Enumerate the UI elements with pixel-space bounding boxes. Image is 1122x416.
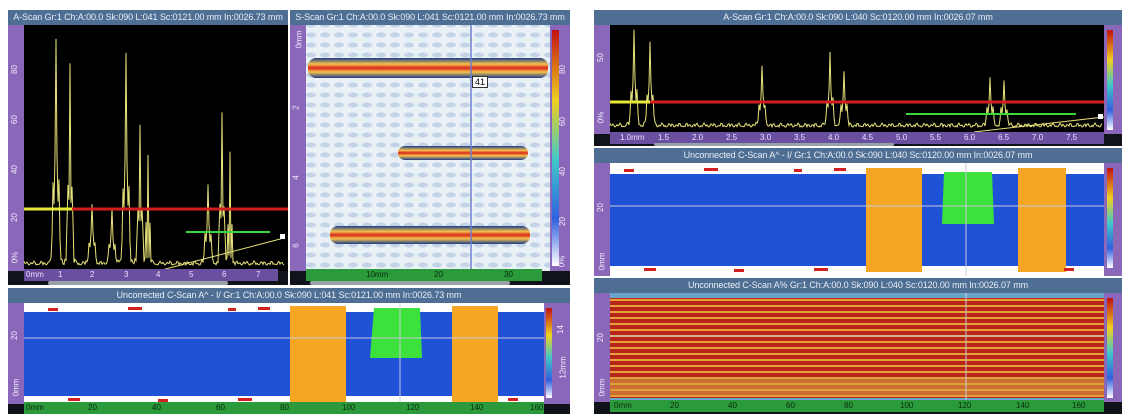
right-ascan-depth-ruler: 1.0mm 1.5 2.0 2.5 3.0 3.5 4.0 4.5 5.0 5.… bbox=[610, 132, 1104, 144]
amp-tick: 20 bbox=[557, 217, 567, 226]
scan-tick: 140 bbox=[1016, 401, 1030, 410]
depth-tick: 3 bbox=[124, 270, 129, 279]
left-ascan-amp-ruler: 80 60 40 20 0% bbox=[8, 25, 24, 271]
scan-tick: 80 bbox=[844, 401, 853, 410]
amp-tick: 40 bbox=[557, 167, 567, 176]
right-cscan1-title: Unconnected C-Scan A^ - I/ Gr:1 Ch:A:00.… bbox=[594, 148, 1122, 163]
left-sscan-depth-ruler: 0mm 2 4 6 bbox=[290, 25, 306, 271]
scan-tick: 160 bbox=[530, 403, 544, 412]
tcg-curve bbox=[973, 116, 1105, 133]
scan-tick: 120 bbox=[958, 401, 972, 410]
left-ascan-panel[interactable]: A-Scan Gr:1 Ch:A:00.0 Sk:090 L:041 Sc:01… bbox=[8, 10, 288, 285]
left-cscan-right-ruler: 14 12mm bbox=[554, 303, 570, 404]
depth-tick: 2.5 bbox=[726, 133, 738, 142]
depth-tick: 6.0 bbox=[964, 133, 976, 142]
sscan-echo bbox=[330, 226, 530, 244]
depth-tick: 4.0 bbox=[828, 133, 840, 142]
index-tick: 12mm bbox=[558, 356, 568, 379]
left-sscan-title: S-Scan Gr:1 Ch:A:00.0 Sk:090 L:041 Sc:01… bbox=[290, 10, 570, 25]
sscan-echo bbox=[398, 146, 528, 160]
right-cscan1-image bbox=[610, 163, 1122, 276]
depth-tick: 5.0 bbox=[896, 133, 908, 142]
right-cscan1-index-ruler: 20 0mm bbox=[594, 163, 610, 276]
depth-tick: 6 bbox=[222, 270, 227, 279]
scan-tick: 140 bbox=[470, 403, 484, 412]
depth-tick: 1.0mm bbox=[620, 133, 645, 142]
scan-tick: 160 bbox=[1072, 401, 1086, 410]
scan-tick: 0mm bbox=[26, 403, 44, 412]
left-sscan-amp-ruler: 80 60 40 20 0% bbox=[557, 25, 570, 271]
depth-tick: 6.5 bbox=[998, 133, 1010, 142]
scan-tick: 60 bbox=[786, 401, 795, 410]
amp-tick: 0% bbox=[557, 255, 567, 268]
left-cscan-index-ruler: 20 0mm bbox=[8, 303, 24, 404]
scan-tick: 30 bbox=[504, 270, 513, 279]
right-cscan2-index-ruler: 20 0mm bbox=[594, 293, 610, 402]
scan-tick: 20 bbox=[670, 401, 679, 410]
left-sscan-image bbox=[306, 25, 570, 271]
sscan-cursor-value: 41 bbox=[472, 76, 489, 88]
depth-tick: 3.5 bbox=[794, 133, 806, 142]
scan-tick: 20 bbox=[88, 403, 97, 412]
left-cscan-image bbox=[24, 303, 570, 404]
scan-tick: 100 bbox=[342, 403, 356, 412]
scan-tick: 40 bbox=[152, 403, 161, 412]
scan-tick: 100 bbox=[900, 401, 914, 410]
right-cscan2-image bbox=[610, 293, 1122, 402]
scan-tick: 80 bbox=[280, 403, 289, 412]
left-sscan-panel[interactable]: S-Scan Gr:1 Ch:A:00.0 Sk:090 L:041 Sc:01… bbox=[290, 10, 570, 285]
scan-tick: 60 bbox=[216, 403, 225, 412]
depth-tick: 1 bbox=[58, 270, 63, 279]
depth-tick: 3.0 bbox=[760, 133, 772, 142]
scan-tick: 20 bbox=[434, 270, 443, 279]
right-ascan-title: A-Scan Gr:1 Ch:A:00.0 Sk:090 L:040 Sc:01… bbox=[594, 10, 1122, 25]
index-tick: 14 bbox=[555, 325, 565, 334]
right-ascan-panel[interactable]: A-Scan Gr:1 Ch:A:00.0 Sk:090 L:040 Sc:01… bbox=[594, 10, 1122, 146]
depth-tick: 1.5 bbox=[658, 133, 670, 142]
left-ascan-title: A-Scan Gr:1 Ch:A:00.0 Sk:090 L:041 Sc:01… bbox=[8, 10, 288, 25]
right-cscan2-panel[interactable]: Unconnected C-Scan A% Gr:1 Ch:A:00.0 Sk:… bbox=[594, 278, 1122, 414]
right-ascan-plot bbox=[609, 25, 1122, 134]
right-ascan-amp-ruler: 50 0% bbox=[594, 25, 610, 134]
left-sscan-scrollbar[interactable] bbox=[310, 281, 510, 285]
amp-tick: 80 bbox=[557, 65, 567, 74]
depth-tick: 5 bbox=[189, 270, 194, 279]
depth-tick: 4 bbox=[156, 270, 161, 279]
left-cscan-scan-ruler: 0mm 20 40 60 80 100 120 140 160 bbox=[24, 402, 544, 414]
tcg-curve bbox=[157, 237, 285, 272]
depth-tick: 2 bbox=[90, 270, 95, 279]
depth-tick: 7 bbox=[256, 270, 261, 279]
right-cscan1-panel[interactable]: Unconnected C-Scan A^ - I/ Gr:1 Ch:A:00.… bbox=[594, 148, 1122, 276]
left-ascan-scrollbar[interactable] bbox=[48, 281, 228, 285]
scan-tick: 40 bbox=[728, 401, 737, 410]
depth-tick: 7.5 bbox=[1066, 133, 1078, 142]
left-sscan-scan-ruler: 10mm 20 30 bbox=[306, 269, 542, 281]
sscan-echo bbox=[308, 58, 548, 78]
depth-tick: 5.5 bbox=[930, 133, 942, 142]
right-cscan2-scan-ruler: 0mm 20 40 60 80 100 120 140 160 bbox=[610, 400, 1104, 412]
scan-tick: 10mm bbox=[366, 270, 389, 279]
depth-tick: 7.0 bbox=[1032, 133, 1044, 142]
left-ascan-depth-ruler: 0mm 1 2 3 4 5 6 7 bbox=[24, 269, 278, 281]
depth-tick: 2.0 bbox=[692, 133, 704, 142]
left-cscan-panel[interactable]: Uncorrected C-Scan A^ - I/ Gr:1 Ch:A:00.… bbox=[8, 288, 570, 414]
left-ascan-plot bbox=[23, 25, 288, 272]
scan-tick: 120 bbox=[406, 403, 420, 412]
scan-tick: 0mm bbox=[614, 401, 632, 410]
amp-tick: 60 bbox=[557, 117, 567, 126]
left-cscan-title: Uncorrected C-Scan A^ - I/ Gr:1 Ch:A:00.… bbox=[8, 288, 570, 303]
depth-tick: 0mm bbox=[26, 270, 44, 279]
right-cscan2-title: Unconnected C-Scan A% Gr:1 Ch:A:00.0 Sk:… bbox=[594, 278, 1122, 293]
right-ascan-scrollbar[interactable] bbox=[654, 143, 894, 146]
depth-tick: 4.5 bbox=[862, 133, 874, 142]
